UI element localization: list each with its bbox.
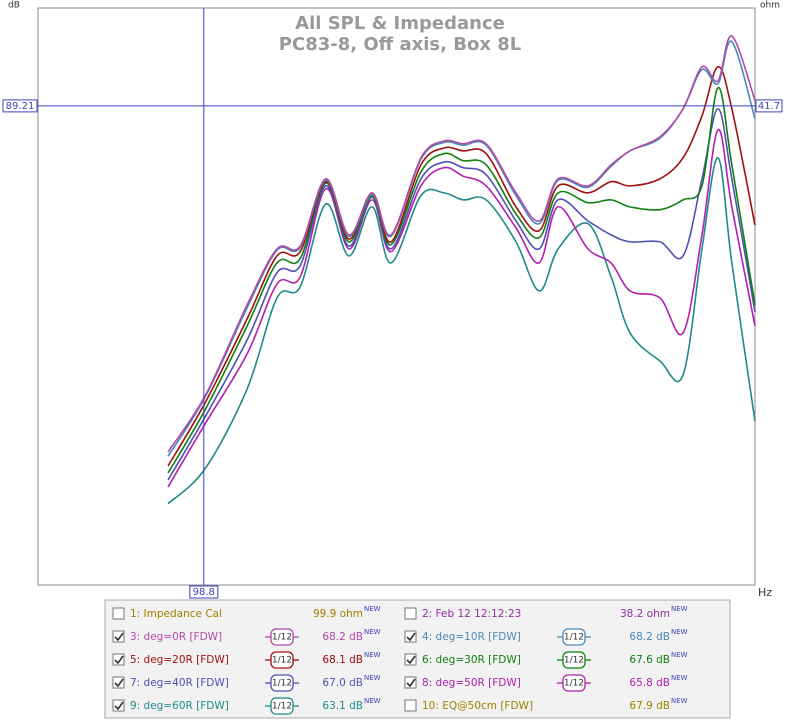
cursor-y-label: 89.21: [6, 101, 35, 112]
legend-label[interactable]: 6: deg=30R [FDW]: [422, 654, 521, 666]
reading: 99.9 ohm: [313, 608, 363, 620]
legend-entry: 9: deg=60R [FDW] 1/12 63.1 dB NEW: [112, 697, 381, 715]
legend-entry: 2: Feb 12 12:12:23 38.2 ohm NEW: [404, 605, 688, 620]
smoothing-label: 1/12: [272, 679, 292, 689]
cursor-x-box: [189, 585, 219, 599]
plot-area: [37, 7, 756, 586]
checkbox[interactable]: [112, 653, 125, 666]
legend-label[interactable]: 2: Feb 12 12:12:23: [422, 608, 521, 620]
legend-label[interactable]: 4: deg=10R [FDW]: [422, 631, 521, 643]
new-tag: NEW: [364, 628, 381, 636]
legend-entry: 8: deg=50R [FDW] 1/12 65.8 dB NEW: [404, 674, 688, 692]
spl-curve: [167, 66, 756, 467]
spl-curve: [167, 108, 756, 481]
checkbox[interactable]: [404, 699, 417, 712]
smoothing-label: 1/12: [272, 702, 292, 712]
new-tag: NEW: [671, 605, 688, 613]
checkbox[interactable]: [112, 676, 125, 689]
spl-curve: [167, 35, 756, 453]
y2-unit: ohm: [760, 1, 780, 11]
new-tag: NEW: [364, 651, 381, 659]
check-mark: [114, 678, 124, 688]
check-mark: [114, 632, 124, 642]
cursor-y-box: [2, 99, 38, 113]
spl-curve: [167, 87, 756, 474]
legend-label[interactable]: 8: deg=50R [FDW]: [422, 677, 521, 689]
reading: 67.6 dB: [629, 654, 670, 666]
new-tag: NEW: [671, 651, 688, 659]
cursor-x-label: 98.8: [193, 587, 215, 598]
new-tag: NEW: [671, 697, 688, 705]
checkbox[interactable]: [112, 699, 125, 712]
legend-label[interactable]: 5: deg=20R [FDW]: [130, 654, 229, 666]
smoothing-label: 1/12: [564, 656, 584, 666]
legend-entry: 1: Impedance Cal 99.9 ohm NEW: [112, 605, 381, 620]
legend-label[interactable]: 7: deg=40R [FDW]: [130, 677, 229, 689]
legend-label[interactable]: 9: deg=60R [FDW]: [130, 700, 229, 712]
checkbox[interactable]: [404, 676, 417, 689]
check-mark: [114, 655, 124, 665]
reading: 63.1 dB: [322, 700, 363, 712]
x-unit: Hz: [758, 586, 772, 599]
legend-entry: 6: deg=30R [FDW] 1/12 67.6 dB NEW: [404, 651, 688, 669]
reading: 68.2 dB: [629, 631, 670, 643]
legend-entry: 5: deg=20R [FDW] 1/12 68.1 dB NEW: [112, 651, 381, 669]
new-tag: NEW: [364, 605, 381, 613]
new-tag: NEW: [671, 674, 688, 682]
legend-entry: 7: deg=40R [FDW] 1/12 67.0 dB NEW: [112, 674, 381, 692]
legend-entry: 3: deg=0R [FDW] 1/12 68.2 dB NEW: [112, 628, 381, 646]
chart-title: All SPL & Impedance: [295, 13, 505, 34]
checkbox[interactable]: [404, 607, 417, 620]
check-mark: [406, 655, 416, 665]
y-unit: dB: [8, 1, 20, 11]
check-mark: [114, 701, 124, 711]
legend-label[interactable]: 10: EQ@50cm [FDW]: [422, 700, 533, 712]
reading: 38.2 ohm: [620, 608, 670, 620]
reading: 68.2 dB: [322, 631, 363, 643]
smoothing-label: 1/12: [272, 633, 292, 643]
legend-entry: 10: EQ@50cm [FDW] 67.9 dB NEW: [404, 697, 688, 712]
smoothing-label: 1/12: [564, 679, 584, 689]
legend-panel: [104, 599, 731, 719]
legend-entry: 4: deg=10R [FDW] 1/12 68.2 dB NEW: [404, 628, 688, 646]
legend-label[interactable]: 1: Impedance Cal: [130, 608, 222, 620]
spl-curve: [167, 157, 756, 505]
reading: 68.1 dB: [322, 654, 363, 666]
chart-subtitle: PC83-8, Off axis, Box 8L: [279, 34, 521, 55]
spl-curve: [167, 129, 756, 488]
reading: 65.8 dB: [629, 677, 670, 689]
smoothing-label: 1/12: [272, 656, 292, 666]
smoothing-label: 1/12: [564, 633, 584, 643]
checkbox[interactable]: [112, 607, 125, 620]
checkbox[interactable]: [404, 653, 417, 666]
legend-label[interactable]: 3: deg=0R [FDW]: [130, 631, 222, 643]
cursor-y2-label: 41.7: [758, 101, 780, 112]
new-tag: NEW: [671, 628, 688, 636]
checkbox[interactable]: [112, 630, 125, 643]
reading: 67.0 dB: [322, 677, 363, 689]
cursor-y2-box: [755, 99, 783, 113]
new-tag: NEW: [364, 697, 381, 705]
checkbox[interactable]: [404, 630, 417, 643]
check-mark: [406, 678, 416, 688]
new-tag: NEW: [364, 674, 381, 682]
check-mark: [406, 632, 416, 642]
reading: 67.9 dB: [629, 700, 670, 712]
